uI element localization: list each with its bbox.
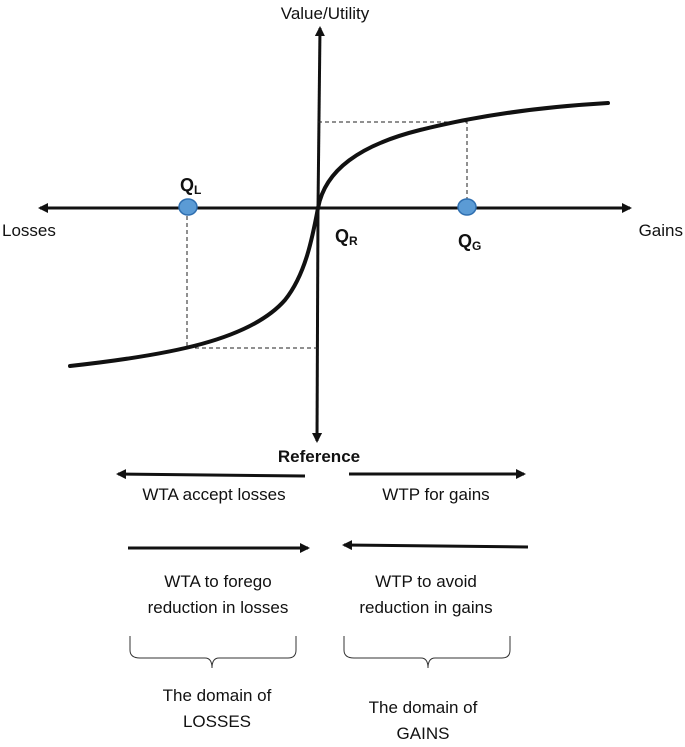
point-ql [178, 198, 198, 216]
losses-domain-text-1: The domain of [163, 686, 272, 705]
y-axis-negative [312, 207, 323, 443]
wtp-avoid-text-2: reduction in gains [359, 598, 492, 617]
wtp-avoid-text-1: WTP to avoid [375, 572, 477, 591]
wtp-avoid-arrow [342, 540, 529, 551]
gains-brace [343, 636, 511, 669]
gains-domain-text-2: GAINS [397, 724, 450, 743]
point-qg [457, 198, 477, 216]
y-axis [314, 26, 325, 209]
gain-projection-dashed [318, 121, 468, 206]
losses-domain-text-2: LOSSES [183, 712, 251, 731]
wta-forego-text-2: reduction in losses [148, 598, 289, 617]
y-axis-label: Value/Utility [281, 4, 370, 23]
x-axis-left-label: Losses [2, 221, 56, 240]
qr-label: QR [335, 226, 358, 248]
wta-accept-losses-text: WTA accept losses [142, 485, 285, 504]
ql-label: QL [180, 175, 201, 197]
qg-label: QG [458, 231, 481, 253]
wta-forego-text-1: WTA to forego [164, 572, 271, 591]
value-function-curve [68, 101, 610, 368]
wtp-for-gains-text: WTP for gains [382, 485, 489, 504]
loss-projection-dashed [186, 210, 318, 349]
wta-accept-losses-arrow [116, 469, 306, 480]
losses-brace [129, 636, 297, 669]
reference-label: Reference [278, 447, 360, 466]
x-axis-right-label: Gains [639, 221, 683, 240]
gains-domain-text-1: The domain of [369, 698, 478, 717]
